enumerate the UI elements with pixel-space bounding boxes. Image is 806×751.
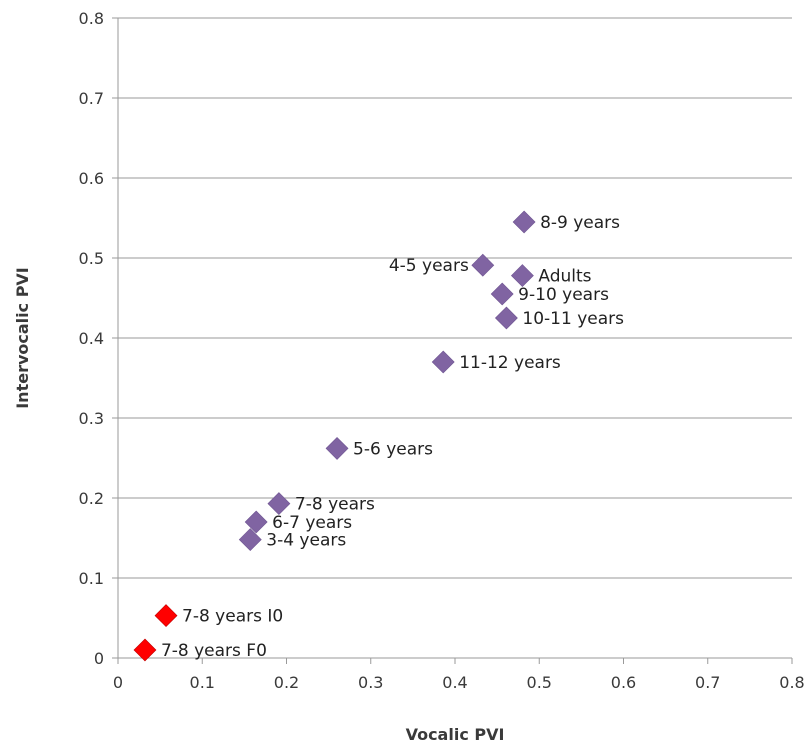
y-tick-label: 0.2 [79,489,104,508]
x-tick-label: 0.4 [442,673,467,692]
data-point-label: 9-10 years [518,285,609,305]
y-axis-title: Intervocalic PVI [13,267,32,409]
data-point [238,528,262,552]
data-point [471,253,495,277]
data-point [244,510,268,534]
x-tick-label: 0.7 [695,673,720,692]
data-point-label: 6-7 years [272,513,352,533]
x-tick-label: 0.3 [358,673,383,692]
x-tick-label: 0.5 [527,673,552,692]
x-tick-label: 0.2 [274,673,299,692]
y-tick-label: 0.6 [79,169,104,188]
data-points [133,210,536,662]
data-point [431,350,455,374]
data-point [512,210,536,234]
x-tick-label: 0.1 [190,673,215,692]
x-tick-label: 0.8 [779,673,804,692]
data-point-label: 8-9 years [540,213,620,233]
tick-labels: 0 0.1 0.2 0.3 0.4 0.5 0.6 0.7 0.8 0 0.1 0.2 0.3 0.4 0.… [79,9,805,692]
grid-lines [118,17,792,579]
data-point-label: 7-8 years [295,495,375,515]
y-tick-label: 0 [94,649,104,668]
data-point [133,638,157,662]
data-point-label: 3-4 years [266,531,346,551]
data-point-label: 7-8 years I0 [182,607,283,627]
data-point [325,436,349,460]
data-point [490,282,514,306]
x-tick-label: 0.6 [611,673,636,692]
x-tick-label: 0 [113,673,123,692]
y-tick-label: 0.1 [79,569,104,588]
y-tick-label: 0.5 [79,249,104,268]
axes [112,17,793,664]
data-point-label: 5-6 years [353,439,433,459]
data-point-label: 4-5 years [389,256,469,276]
data-point-label: 7-8 years F0 [161,641,267,661]
data-point [154,604,178,628]
x-axis-title: Vocalic PVI [406,725,505,744]
y-tick-label: 0.4 [79,329,104,348]
data-point [267,492,291,516]
data-point [494,306,518,330]
data-point-label: Adults [538,267,591,287]
y-tick-label: 0.3 [79,409,104,428]
y-tick-label: 0.7 [79,89,104,108]
y-tick-label: 0.8 [79,9,104,28]
data-point [510,264,534,288]
data-point-label: 10-11 years [522,309,624,329]
data-point-label: 11-12 years [459,353,561,373]
